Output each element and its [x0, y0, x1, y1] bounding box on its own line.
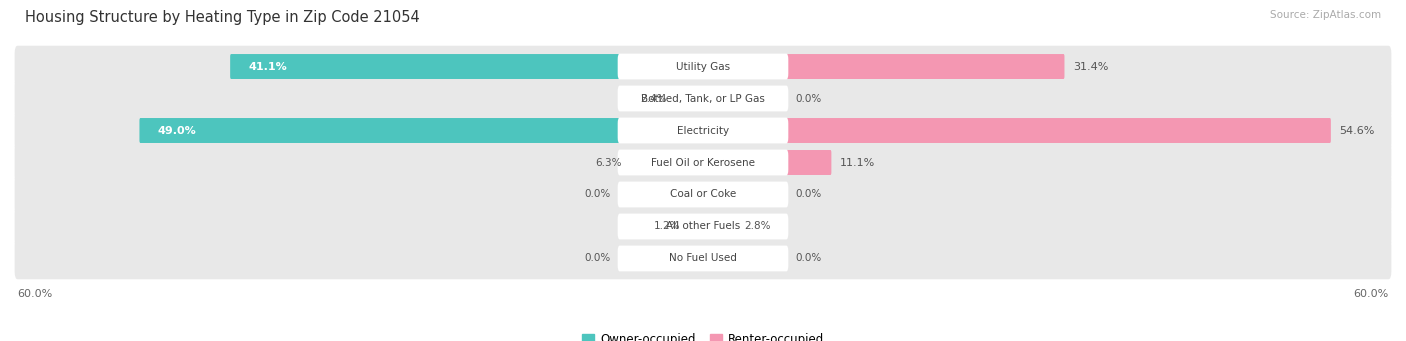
FancyBboxPatch shape [702, 150, 831, 175]
Legend: Owner-occupied, Renter-occupied: Owner-occupied, Renter-occupied [578, 329, 828, 341]
Text: 0.0%: 0.0% [585, 190, 610, 199]
Text: 0.0%: 0.0% [796, 93, 821, 104]
Text: 0.0%: 0.0% [585, 253, 610, 264]
Text: 49.0%: 49.0% [157, 125, 197, 135]
FancyBboxPatch shape [14, 238, 1392, 279]
FancyBboxPatch shape [617, 246, 789, 271]
FancyBboxPatch shape [689, 214, 704, 239]
FancyBboxPatch shape [617, 150, 789, 175]
Text: Electricity: Electricity [676, 125, 730, 135]
Text: Utility Gas: Utility Gas [676, 61, 730, 72]
Text: 1.2%: 1.2% [654, 222, 681, 232]
FancyBboxPatch shape [617, 213, 789, 239]
FancyBboxPatch shape [617, 118, 789, 144]
FancyBboxPatch shape [630, 150, 704, 175]
FancyBboxPatch shape [617, 54, 789, 79]
Text: Source: ZipAtlas.com: Source: ZipAtlas.com [1270, 10, 1381, 20]
FancyBboxPatch shape [14, 142, 1392, 183]
FancyBboxPatch shape [14, 206, 1392, 247]
Text: 31.4%: 31.4% [1073, 61, 1108, 72]
FancyBboxPatch shape [14, 46, 1392, 87]
Text: 60.0%: 60.0% [1353, 289, 1389, 299]
FancyBboxPatch shape [14, 78, 1392, 119]
Text: 2.8%: 2.8% [744, 222, 770, 232]
Text: Fuel Oil or Kerosene: Fuel Oil or Kerosene [651, 158, 755, 167]
Text: Bottled, Tank, or LP Gas: Bottled, Tank, or LP Gas [641, 93, 765, 104]
Text: 60.0%: 60.0% [17, 289, 53, 299]
Text: All other Fuels: All other Fuels [666, 222, 740, 232]
FancyBboxPatch shape [675, 86, 704, 111]
Text: 2.4%: 2.4% [640, 93, 666, 104]
FancyBboxPatch shape [14, 110, 1392, 151]
FancyBboxPatch shape [139, 118, 704, 143]
FancyBboxPatch shape [702, 118, 1331, 143]
Text: 6.3%: 6.3% [595, 158, 621, 167]
Text: 0.0%: 0.0% [796, 190, 821, 199]
FancyBboxPatch shape [617, 86, 789, 112]
Text: Coal or Coke: Coal or Coke [669, 190, 737, 199]
Text: 11.1%: 11.1% [839, 158, 875, 167]
FancyBboxPatch shape [702, 54, 1064, 79]
Text: No Fuel Used: No Fuel Used [669, 253, 737, 264]
FancyBboxPatch shape [231, 54, 704, 79]
Text: 54.6%: 54.6% [1339, 125, 1375, 135]
FancyBboxPatch shape [702, 214, 737, 239]
Text: 0.0%: 0.0% [796, 253, 821, 264]
Text: Housing Structure by Heating Type in Zip Code 21054: Housing Structure by Heating Type in Zip… [25, 10, 420, 25]
FancyBboxPatch shape [617, 182, 789, 207]
FancyBboxPatch shape [14, 174, 1392, 215]
Text: 41.1%: 41.1% [249, 61, 287, 72]
